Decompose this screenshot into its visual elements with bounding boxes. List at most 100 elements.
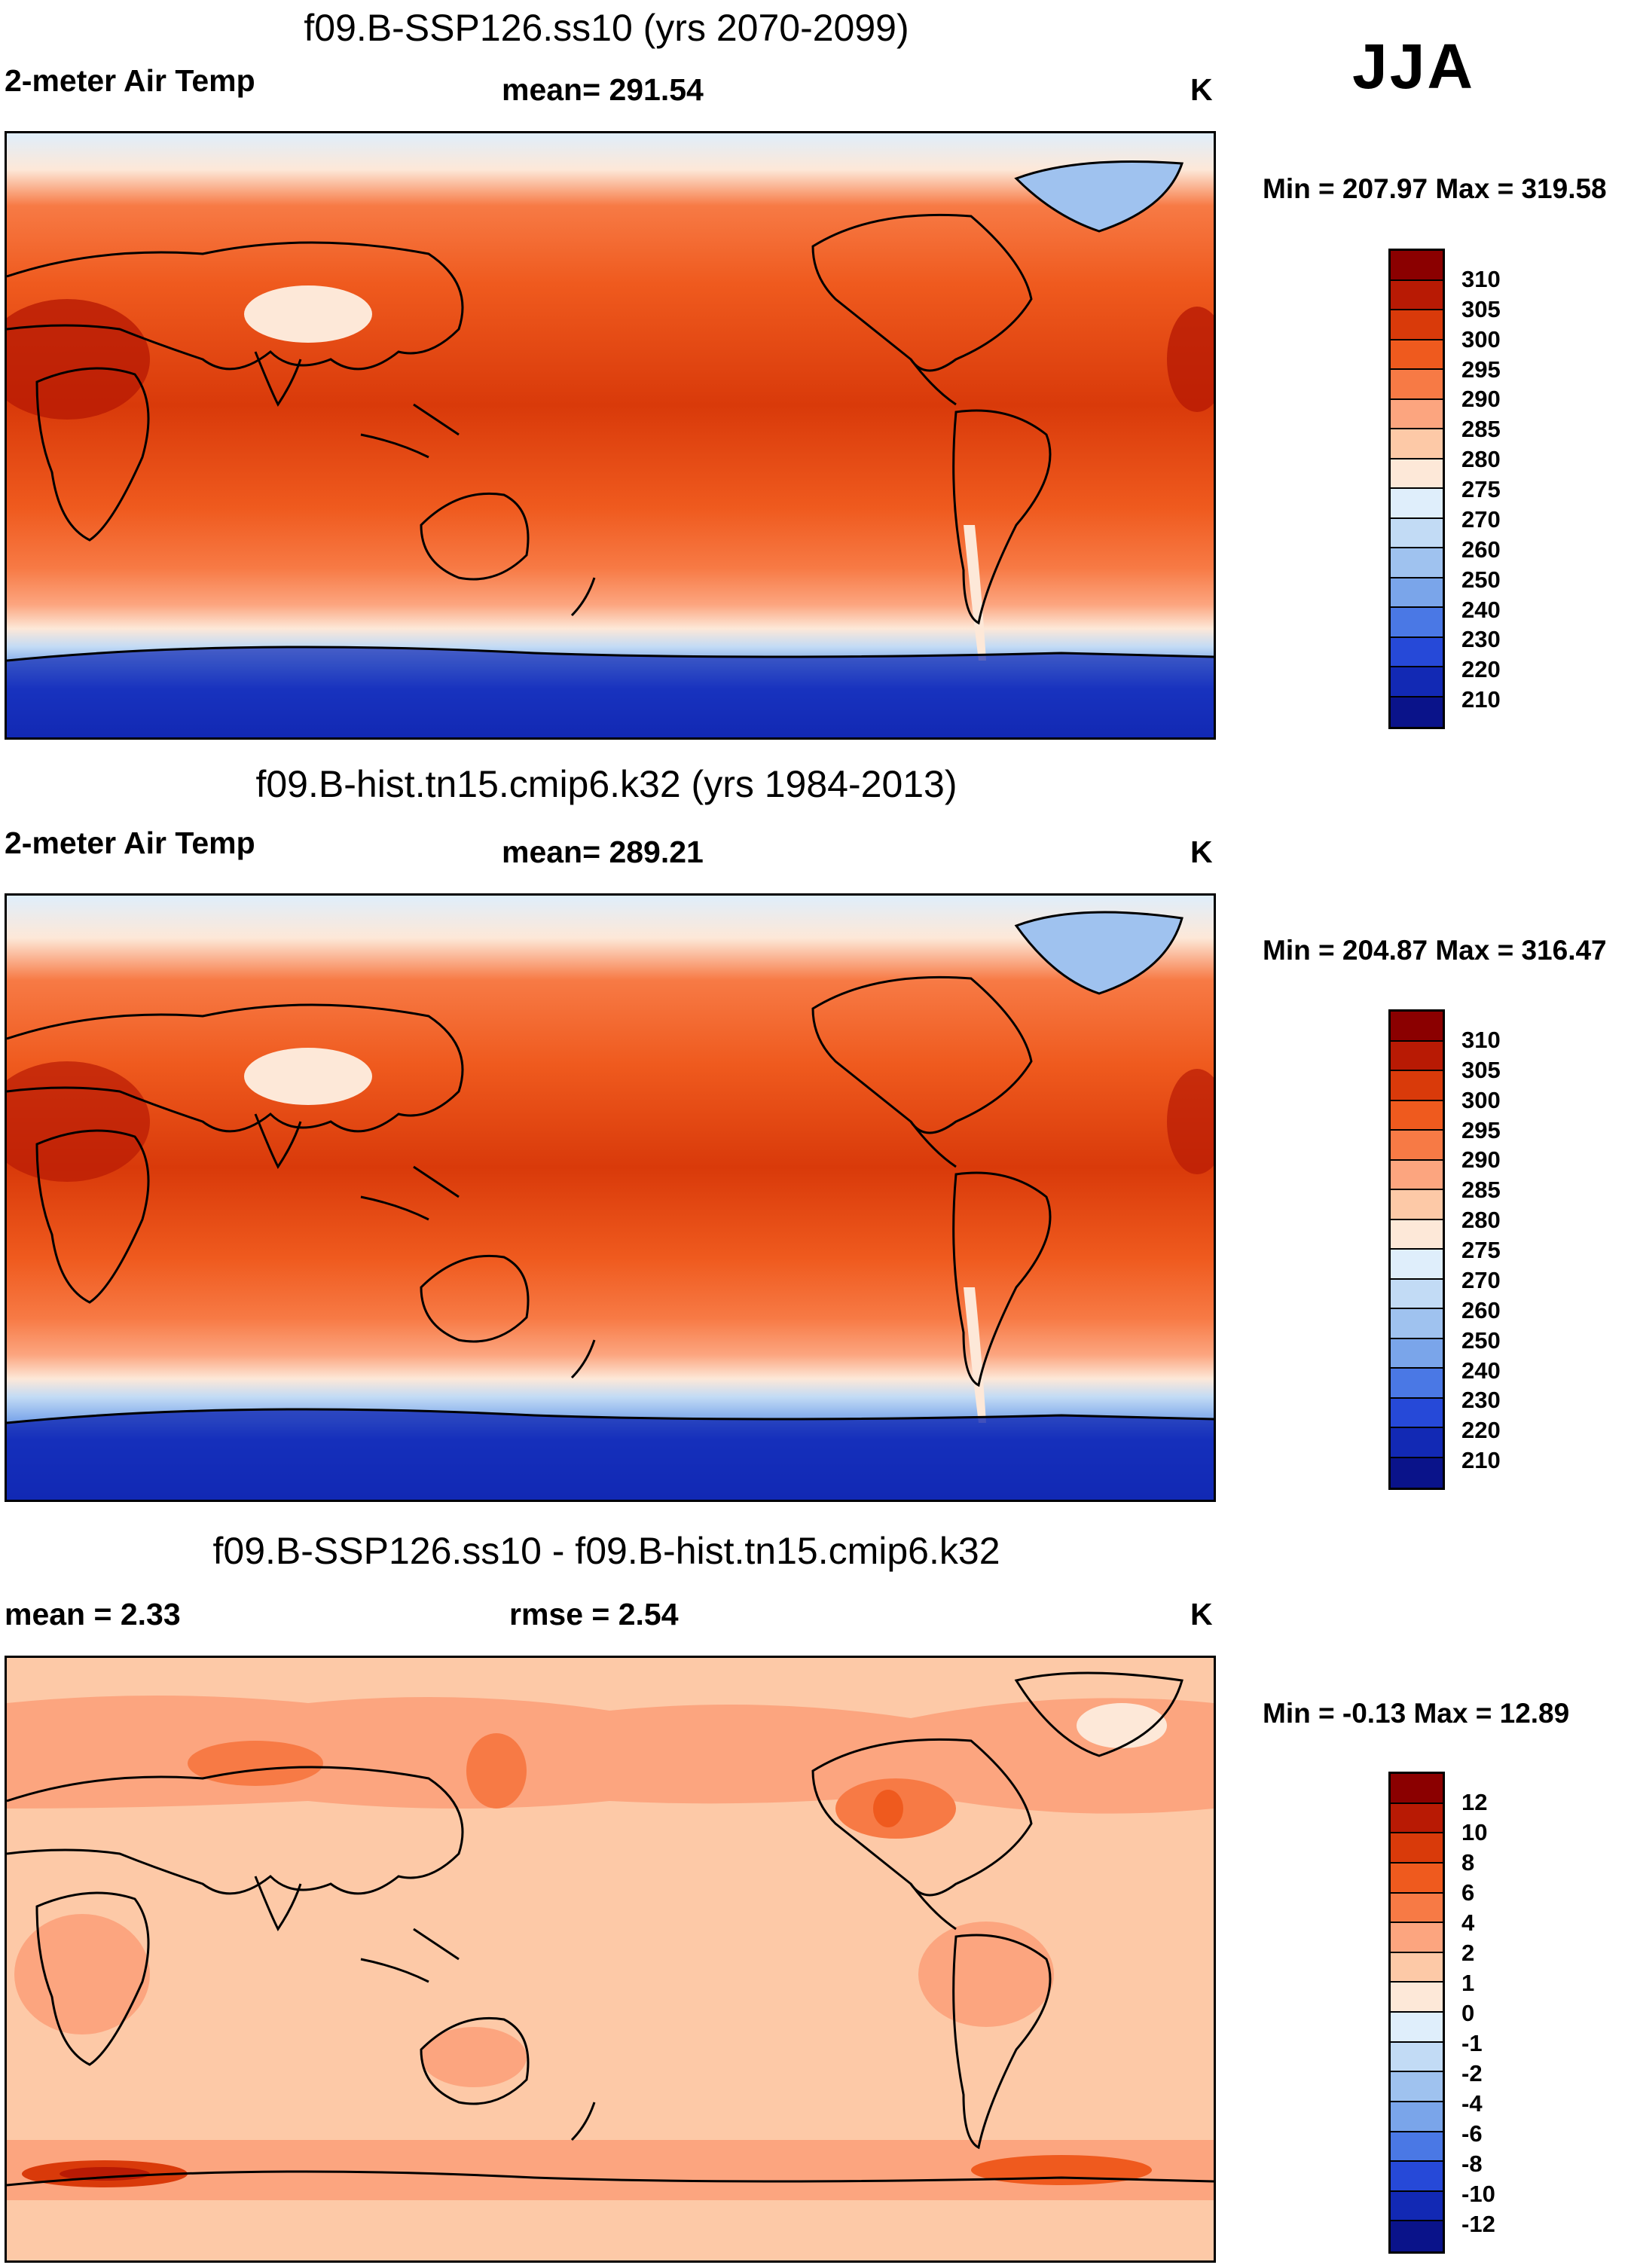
panel-3-mean-label: mean = 2.33 [5, 1597, 181, 1632]
colorbar-tick-label: 305 [1461, 295, 1501, 322]
colorbar-tick-label: 2 [1461, 1940, 1475, 1966]
colorbar-tick-label: 295 [1461, 1116, 1501, 1143]
colorbar-tick-label: 230 [1461, 1387, 1501, 1414]
colorbar-swatch [1391, 637, 1443, 667]
panel-2-title: f09.B-hist.tn15.cmip6.k32 (yrs 1984-2013… [255, 763, 957, 805]
colorbar-swatch [1391, 697, 1443, 727]
colorbar-tick-label: 6 [1461, 1879, 1475, 1906]
panel-1-minmax: Min = 207.97 Max = 319.58 [1263, 173, 1607, 204]
colorbar-swatch [1391, 1983, 1443, 2013]
colorbar-swatch [1391, 1774, 1443, 1804]
colorbar-tick-label: 210 [1461, 686, 1501, 713]
panel-2-colorbar [1388, 1009, 1445, 1490]
colorbar-tick-label: 220 [1461, 656, 1501, 683]
colorbar-tick-label: 280 [1461, 446, 1501, 473]
panel-2-variable-label: 2-meter Air Temp [5, 826, 255, 860]
colorbar-swatch [1391, 1369, 1443, 1399]
colorbar-swatch [1391, 1279, 1443, 1309]
panel-3-units-label: K [1190, 1597, 1213, 1632]
colorbar-tick-label: 290 [1461, 386, 1501, 413]
colorbar-swatch [1391, 399, 1443, 429]
colorbar-swatch [1391, 251, 1443, 281]
colorbar-swatch [1391, 2191, 1443, 2222]
colorbar-tick-label: 310 [1461, 1026, 1501, 1053]
panel-3-colorbar [1388, 1772, 1445, 2254]
colorbar-tick-label: 210 [1461, 1447, 1501, 1474]
colorbar-tick-label: 240 [1461, 596, 1501, 623]
colorbar-swatch [1391, 2221, 1443, 2251]
panel-2-map [5, 893, 1216, 1502]
colorbar-swatch [1391, 1893, 1443, 1924]
colorbar-swatch [1391, 340, 1443, 370]
panel-2-mean-label: mean= 289.21 [502, 835, 704, 869]
colorbar-tick-label: 270 [1461, 505, 1501, 533]
colorbar-swatch [1391, 548, 1443, 578]
colorbar-swatch [1391, 1458, 1443, 1488]
panel-1-units-label: K [1190, 72, 1213, 107]
panel-1-colorbar [1388, 249, 1445, 729]
colorbar-swatch [1391, 2102, 1443, 2132]
colorbar-swatch [1391, 2042, 1443, 2073]
colorbar-swatch [1391, 310, 1443, 340]
colorbar-swatch [1391, 429, 1443, 459]
colorbar-swatch [1391, 280, 1443, 310]
colorbar-swatch [1391, 2072, 1443, 2102]
colorbar-tick-label: 285 [1461, 1177, 1501, 1204]
colorbar-swatch [1391, 1923, 1443, 1953]
colorbar-swatch [1391, 489, 1443, 519]
panel-3-minmax: Min = -0.13 Max = 12.89 [1263, 1698, 1570, 1729]
colorbar-tick-label: -12 [1461, 2211, 1495, 2237]
colorbar-tick-label: 260 [1461, 536, 1501, 563]
colorbar-swatch [1391, 1012, 1443, 1042]
colorbar-swatch [1391, 1863, 1443, 1894]
colorbar-tick-label: 220 [1461, 1417, 1501, 1444]
colorbar-swatch [1391, 1100, 1443, 1131]
panel-2-map-field [7, 896, 1214, 1500]
colorbar-tick-label: -4 [1461, 2090, 1483, 2117]
colorbar-tick-label: -1 [1461, 2030, 1483, 2056]
colorbar-swatch [1391, 2132, 1443, 2163]
colorbar-swatch [1391, 1131, 1443, 1161]
colorbar-swatch [1391, 1309, 1443, 1339]
panel-3-title: f09.B-SSP126.ss10 - f09.B-hist.tn15.cmip… [212, 1530, 1000, 1572]
colorbar-swatch [1391, 1219, 1443, 1250]
colorbar-tick-label: 285 [1461, 416, 1501, 443]
colorbar-tick-label: 10 [1461, 1819, 1488, 1845]
colorbar-swatch [1391, 1041, 1443, 1071]
panel-3-map-field [7, 1658, 1214, 2260]
colorbar-tick-label: 280 [1461, 1207, 1501, 1234]
colorbar-swatch [1391, 370, 1443, 400]
colorbar-tick-label: 12 [1461, 1789, 1488, 1815]
colorbar-tick-label: -8 [1461, 2150, 1483, 2177]
colorbar-swatch [1391, 1071, 1443, 1101]
panel-1-title: f09.B-SSP126.ss10 (yrs 2070-2099) [304, 7, 909, 49]
colorbar-tick-label: -2 [1461, 2060, 1483, 2086]
colorbar-tick-label: 295 [1461, 356, 1501, 383]
colorbar-tick-label: 275 [1461, 1237, 1501, 1263]
colorbar-tick-label: -10 [1461, 2181, 1495, 2207]
colorbar-swatch [1391, 1398, 1443, 1428]
colorbar-tick-label: 290 [1461, 1146, 1501, 1174]
colorbar-tick-label: -6 [1461, 2120, 1483, 2147]
colorbar-tick-label: 240 [1461, 1357, 1501, 1384]
colorbar-swatch [1391, 2013, 1443, 2043]
colorbar-tick-label: 1 [1461, 1970, 1475, 1996]
colorbar-swatch [1391, 578, 1443, 608]
colorbar-swatch [1391, 1428, 1443, 1458]
colorbar-swatch [1391, 1952, 1443, 1983]
colorbar-tick-label: 0 [1461, 2000, 1475, 2026]
panel-2-units-label: K [1190, 835, 1213, 869]
colorbar-tick-label: 230 [1461, 626, 1501, 653]
colorbar-tick-label: 300 [1461, 1086, 1501, 1113]
colorbar-tick-label: 300 [1461, 325, 1501, 353]
colorbar-swatch [1391, 1190, 1443, 1220]
colorbar-tick-label: 8 [1461, 1849, 1475, 1876]
colorbar-swatch [1391, 1803, 1443, 1834]
panel-3-map [5, 1656, 1216, 2263]
panel-1-map [5, 131, 1216, 740]
colorbar-tick-label: 250 [1461, 566, 1501, 593]
colorbar-tick-label: 275 [1461, 476, 1501, 502]
panel-1-mean-label: mean= 291.54 [502, 72, 704, 107]
colorbar-tick-label: 305 [1461, 1056, 1501, 1083]
colorbar-swatch [1391, 1250, 1443, 1280]
